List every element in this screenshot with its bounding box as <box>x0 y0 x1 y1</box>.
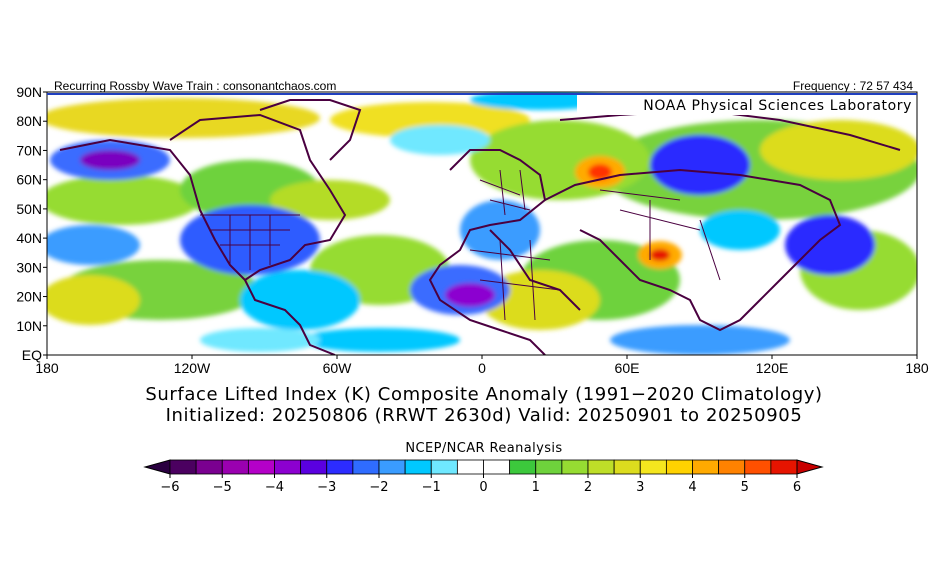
colorbar-tick-label: −1 <box>422 480 441 495</box>
longitude-axis: 180 120W 60W 0 60E 120E 180 <box>35 355 929 376</box>
latitude-label: 40N <box>16 230 42 246</box>
colorbar-segment <box>770 459 798 475</box>
colorbar-tick-label: 1 <box>532 480 540 495</box>
title-line-2: Initialized: 20250806 (RRWT 2630d) Valid… <box>165 405 803 426</box>
latitude-axis: 90N 80N 70N 60N 50N 40N 30N 20N 10N EQ <box>16 84 47 363</box>
colorbar-segment <box>169 459 197 475</box>
colorbar-segment <box>326 459 354 475</box>
colorbar-segment <box>561 459 589 475</box>
latitude-label: 30N <box>16 259 42 275</box>
latitude-label: 20N <box>16 289 42 305</box>
anomaly-patches <box>47 92 917 355</box>
colorbar-segment <box>665 459 693 475</box>
color-bar: −6 −5 −4 −3 −2 −1 0 1 2 3 4 5 6 <box>143 459 824 495</box>
colorbar-segment <box>456 459 484 475</box>
colorbar-segment <box>483 459 511 475</box>
colorbar-tick-label: 5 <box>741 480 749 495</box>
latitude-label: 80N <box>16 113 42 129</box>
colorbar-segment <box>613 459 641 475</box>
colorbar-segment <box>274 459 302 475</box>
header-left-text: Recurring Rossby Wave Train : consonantc… <box>54 79 337 93</box>
colorbar-tick-label: −4 <box>265 480 284 495</box>
latitude-label: 90N <box>16 84 42 100</box>
longitude-label: 120E <box>756 360 789 376</box>
latitude-label: 70N <box>16 142 42 158</box>
colorbar-segment <box>195 459 223 475</box>
colorbar-segment <box>692 459 720 475</box>
political-boundaries <box>200 169 721 321</box>
colorbar-segment <box>718 459 746 475</box>
colorbar-tick-label: 0 <box>479 480 487 495</box>
colorbar-tick-label: −5 <box>213 480 232 495</box>
longitude-label: 60W <box>323 360 353 376</box>
colorbar-tick-label: 3 <box>636 480 644 495</box>
colorbar-tick-label: 2 <box>584 480 592 495</box>
longitude-label: 180 <box>905 360 929 376</box>
colorbar-segment <box>300 459 328 475</box>
colorbar-tick-label: −2 <box>369 480 388 495</box>
colorbar-segment <box>221 459 249 475</box>
colorbar-tick-label: 4 <box>688 480 696 495</box>
colorbar-segment <box>378 459 406 475</box>
lab-label-box <box>577 95 916 115</box>
latitude-label: EQ <box>22 347 42 363</box>
colorbar-tick-label: 6 <box>793 480 801 495</box>
map-field <box>47 92 917 355</box>
source-label: NCEP/NCAR Reanalysis <box>405 441 563 456</box>
colorbar-high-arrow <box>796 459 824 475</box>
colorbar-tick-label: −3 <box>317 480 336 495</box>
colorbar-low-arrow <box>143 459 171 475</box>
colorbar-segment <box>247 459 275 475</box>
colorbar-segment <box>509 459 537 475</box>
lab-label: NOAA Physical Sciences Laboratory <box>643 98 912 114</box>
colorbar-tick-label: −6 <box>160 480 179 495</box>
colorbar-segment <box>352 459 380 475</box>
title-line-1: Surface Lifted Index (K) Composite Anoma… <box>145 384 823 405</box>
longitude-label: 180 <box>35 360 59 376</box>
header-right-text: Frequency : 72 57 434 <box>792 79 913 93</box>
colorbar-segment <box>744 459 772 475</box>
latitude-label: 50N <box>16 201 42 217</box>
colorbar-segment <box>404 459 432 475</box>
colorbar-segment <box>639 459 667 475</box>
colorbar-segment <box>535 459 563 475</box>
colorbar-segment <box>430 459 458 475</box>
latitude-label: 60N <box>16 172 42 188</box>
longitude-label: 120W <box>174 360 211 376</box>
latitude-label: 10N <box>16 318 42 334</box>
longitude-label: 60E <box>615 360 640 376</box>
longitude-label: 0 <box>478 360 486 376</box>
colorbar-segment <box>587 459 615 475</box>
